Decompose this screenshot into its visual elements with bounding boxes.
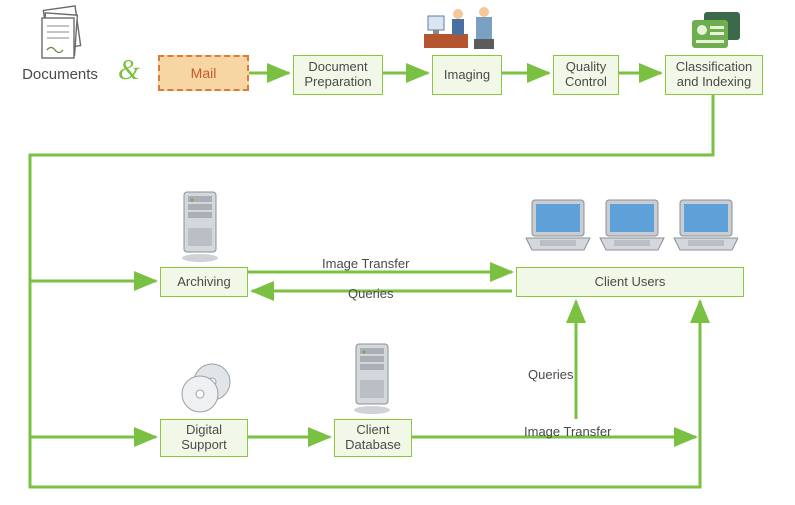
edge-label-image-transfer: Image Transfer bbox=[524, 424, 611, 439]
scanning-people-icon bbox=[418, 4, 516, 52]
server-icon bbox=[178, 188, 222, 264]
node-label: Digital Support bbox=[165, 423, 243, 453]
quality-control-node: Quality Control bbox=[553, 55, 619, 95]
digital-support-node: Digital Support bbox=[160, 419, 248, 457]
node-label: Archiving bbox=[177, 275, 230, 290]
ampersand-text: & bbox=[118, 55, 140, 86]
node-label: Imaging bbox=[444, 68, 490, 83]
documents-label: Documents bbox=[20, 65, 100, 85]
edge-label-queries: Queries bbox=[528, 367, 574, 382]
server-icon bbox=[350, 340, 394, 416]
documents-icon bbox=[34, 4, 92, 62]
index-card-icon bbox=[682, 10, 744, 52]
node-label: Classification and Indexing bbox=[670, 60, 758, 90]
node-label: Quality Control bbox=[558, 60, 614, 90]
ampersand-label: & bbox=[118, 55, 148, 89]
node-label: Client Users bbox=[595, 275, 666, 290]
mail-node: Mail bbox=[158, 55, 249, 91]
node-label: Client Database bbox=[339, 423, 407, 453]
edge-label-image-transfer: Image Transfer bbox=[322, 256, 409, 271]
edge-label-queries: Queries bbox=[348, 286, 394, 301]
laptops-icon bbox=[522, 194, 738, 264]
documents-text: Documents bbox=[22, 66, 98, 83]
discs-icon bbox=[178, 360, 234, 416]
node-label: Document Preparation bbox=[298, 60, 378, 90]
classification-indexing-node: Classification and Indexing bbox=[665, 55, 763, 95]
imaging-node: Imaging bbox=[432, 55, 502, 95]
document-preparation-node: Document Preparation bbox=[293, 55, 383, 95]
archiving-node: Archiving bbox=[160, 267, 248, 297]
client-database-node: Client Database bbox=[334, 419, 412, 457]
mail-text: Mail bbox=[191, 65, 217, 81]
client-users-node: Client Users bbox=[516, 267, 744, 297]
